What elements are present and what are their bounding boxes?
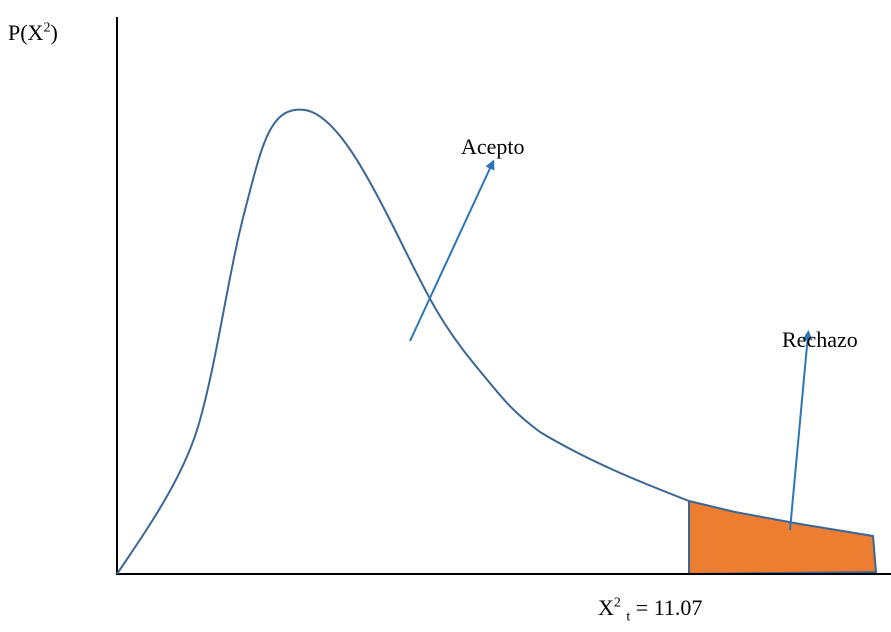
critical-value-label: X2 t = 11.07 [598, 595, 703, 625]
reject-arrow [789, 330, 813, 531]
accept-region-label: Acepto [461, 134, 525, 159]
distribution-curve [116, 108, 690, 575]
accept-arrow [409, 159, 495, 342]
reject-region-label: Rechazo [782, 327, 858, 352]
rejection-region [688, 499, 878, 576]
y-axis-label: P(X2) [8, 20, 58, 45]
